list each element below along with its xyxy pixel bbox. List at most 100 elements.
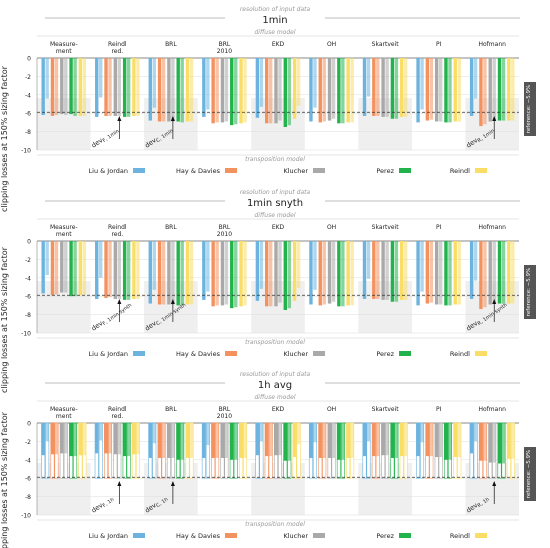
panel-2: resolution of input data 1min snyth diffus…	[21, 189, 536, 358]
bar	[416, 423, 420, 457]
bar	[416, 58, 420, 123]
bar	[202, 241, 206, 300]
bar	[239, 423, 243, 458]
bar	[239, 241, 243, 307]
bar	[507, 423, 511, 459]
y-tick-label: -8	[25, 312, 31, 319]
y-tick-label: -10	[21, 331, 31, 338]
panel-3: resolution of input data 1h avg diffuse mo…	[21, 371, 536, 540]
bar	[211, 423, 215, 458]
bar	[390, 58, 395, 119]
category-label: Reindl	[108, 224, 127, 231]
bar	[234, 58, 238, 125]
annotation-arrowhead	[117, 299, 122, 304]
bar	[366, 58, 371, 97]
category-label: OH	[327, 406, 336, 413]
bar	[444, 241, 448, 306]
panel-title: 1min	[262, 15, 287, 26]
legend-swatch	[133, 533, 145, 538]
bar	[136, 58, 140, 116]
bar	[148, 241, 152, 304]
bar	[448, 58, 452, 123]
bar	[385, 58, 389, 117]
bar	[224, 241, 229, 305]
bar	[189, 423, 194, 458]
bar	[429, 241, 434, 303]
transposition-caption: transposition model	[245, 339, 305, 346]
bar	[99, 241, 103, 278]
reference-box	[524, 265, 536, 319]
category-label: 2010	[217, 413, 232, 420]
bar	[41, 241, 45, 294]
bar	[64, 423, 68, 454]
annotation-arrowhead	[492, 116, 497, 121]
bar	[126, 423, 131, 457]
bar	[122, 58, 127, 117]
bar	[296, 58, 301, 106]
category-label: 2010	[217, 231, 232, 238]
bar	[394, 423, 399, 458]
category-label: Reindl	[108, 406, 127, 413]
category-label: BRL	[219, 41, 231, 48]
bar	[176, 423, 180, 460]
bar	[104, 423, 108, 454]
category-label: Skartveit	[372, 406, 400, 413]
bar	[425, 241, 430, 304]
bar	[346, 58, 350, 123]
bar	[73, 423, 77, 457]
legend-swatch	[475, 533, 487, 538]
bar	[457, 241, 461, 305]
bar	[283, 423, 287, 461]
bar	[283, 58, 287, 127]
bar	[41, 423, 45, 456]
bar	[95, 58, 99, 117]
bar	[211, 241, 215, 307]
category-label: ment	[56, 231, 72, 238]
bar	[341, 241, 345, 307]
bar	[425, 423, 430, 457]
bar	[400, 423, 404, 457]
bar	[54, 241, 59, 295]
legend-swatch	[475, 351, 487, 356]
bar	[99, 423, 103, 441]
bar	[50, 423, 55, 455]
bar	[132, 241, 136, 299]
bar	[376, 423, 380, 457]
bar	[117, 58, 122, 116]
category-label: BRL	[165, 406, 177, 413]
bar	[287, 423, 291, 461]
bar	[265, 423, 269, 457]
category-label: red.	[111, 231, 123, 238]
bar	[95, 241, 99, 299]
bar	[507, 58, 511, 121]
bar	[255, 58, 260, 118]
bar	[341, 58, 345, 124]
bar	[350, 241, 354, 306]
bar	[278, 423, 282, 456]
bar	[136, 423, 140, 455]
bar	[274, 58, 278, 124]
legend-label: Hay & Davies	[176, 532, 221, 540]
legend-swatch	[313, 351, 325, 356]
bar	[180, 58, 184, 123]
category-label: Hofmann	[479, 406, 507, 413]
bar	[167, 423, 171, 458]
category-label: OH	[327, 224, 336, 231]
diffuse-caption: diffuse model	[254, 212, 295, 219]
bar	[394, 241, 399, 302]
bar	[346, 241, 350, 306]
bar	[161, 241, 166, 305]
bar	[438, 241, 443, 305]
bar	[366, 241, 371, 279]
bar	[479, 423, 483, 461]
bar	[453, 58, 457, 122]
legend-swatch	[399, 351, 411, 356]
legend-swatch	[225, 533, 237, 538]
y-tick-label: -10	[21, 148, 31, 155]
y-tick-label: -2	[25, 257, 31, 264]
bar	[180, 241, 184, 306]
category-label: EKD	[272, 41, 285, 48]
bar	[501, 423, 506, 464]
bar	[372, 241, 376, 299]
bar	[259, 423, 264, 442]
